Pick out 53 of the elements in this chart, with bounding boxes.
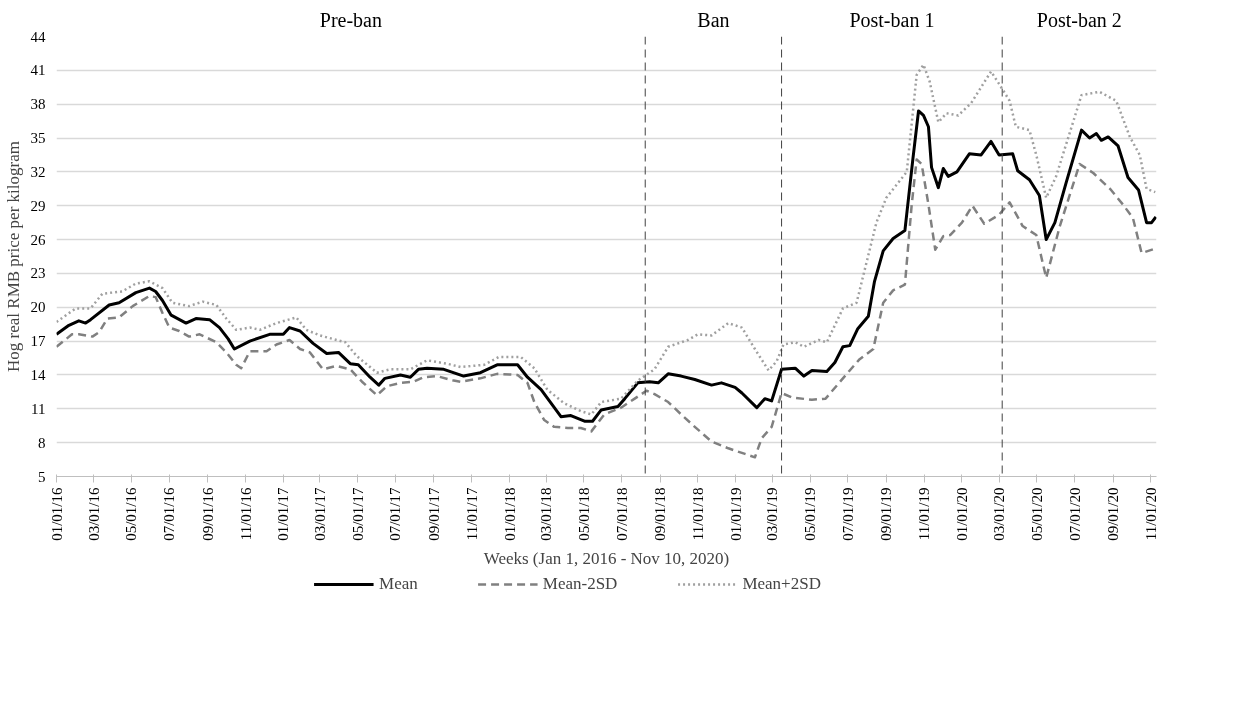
x-tick-label: 03/01/19 [764, 487, 781, 541]
x-tick-label: 01/01/16 [48, 487, 65, 541]
y-tick-label: 17 [30, 333, 46, 350]
x-tick-label: 09/01/18 [652, 487, 669, 541]
x-tick-label: 01/01/18 [501, 487, 518, 541]
x-tick-label: 01/01/20 [953, 487, 970, 541]
x-tick-label: 11/01/17 [463, 487, 480, 541]
x-tick-label: 07/01/17 [387, 487, 404, 541]
x-tick-label: 11/01/19 [916, 487, 933, 541]
x-tick-label: 05/01/19 [802, 487, 819, 541]
x-tick-label: 01/01/17 [275, 487, 292, 541]
text: Pre-ban [319, 8, 382, 31]
y-tick-label: 20 [30, 299, 46, 316]
text: Ban [697, 8, 730, 31]
x-axis-title: Weeks (Jan 1, 2016 - Nov 10, 2020) [483, 548, 730, 568]
x-tick-label: 03/01/18 [538, 487, 555, 541]
y-tick-label: 32 [30, 163, 46, 180]
y-tick-label: 29 [30, 197, 46, 214]
x-tick-label: 07/01/16 [161, 487, 178, 541]
y-tick-label: 44 [30, 28, 46, 45]
x-tick-label: 09/01/16 [199, 487, 216, 541]
x-tick-label: 09/01/19 [878, 487, 895, 541]
y-tick-label: 38 [30, 96, 46, 113]
y-tick-label: 11 [31, 400, 46, 417]
legend-label: Mean+2SD [742, 574, 821, 594]
text: Post-ban 2 [1036, 8, 1122, 31]
text: Post-ban 1 [849, 8, 935, 31]
y-tick-label: 23 [30, 265, 46, 282]
x-tick-label: 05/01/18 [575, 487, 592, 541]
x-tick-label: 09/01/17 [425, 487, 442, 541]
legend-label: Mean-2SD [542, 574, 618, 594]
x-tick-label: 09/01/20 [1105, 487, 1122, 541]
y-tick-label: 41 [30, 62, 46, 79]
y-tick-label: 5 [38, 468, 46, 485]
y-axis-title: Hog real RMB price per kilogram [3, 141, 23, 372]
x-tick-label: 03/01/17 [311, 487, 328, 541]
x-tick-label: 11/01/18 [689, 487, 706, 541]
x-tick-label: 05/01/16 [123, 487, 140, 541]
y-tick-label: 14 [30, 366, 46, 383]
x-tick-label: 07/01/20 [1066, 487, 1083, 541]
x-tick-label: 01/01/19 [727, 487, 744, 541]
x-tick-label: 11/01/16 [237, 487, 254, 541]
x-tick-label: 11/01/20 [1142, 487, 1159, 541]
y-tick-label: 26 [30, 231, 46, 248]
x-tick-label: 05/01/17 [349, 487, 366, 541]
y-tick-label: 35 [30, 130, 46, 147]
x-tick-label: 03/01/20 [991, 487, 1008, 541]
x-tick-label: 07/01/19 [839, 487, 856, 541]
x-tick-label: 03/01/16 [85, 487, 102, 541]
y-tick-label: 8 [38, 434, 46, 451]
x-tick-label: 07/01/18 [613, 487, 630, 541]
x-tick-label: 05/01/20 [1028, 487, 1045, 541]
legend-label: Mean [379, 574, 418, 594]
